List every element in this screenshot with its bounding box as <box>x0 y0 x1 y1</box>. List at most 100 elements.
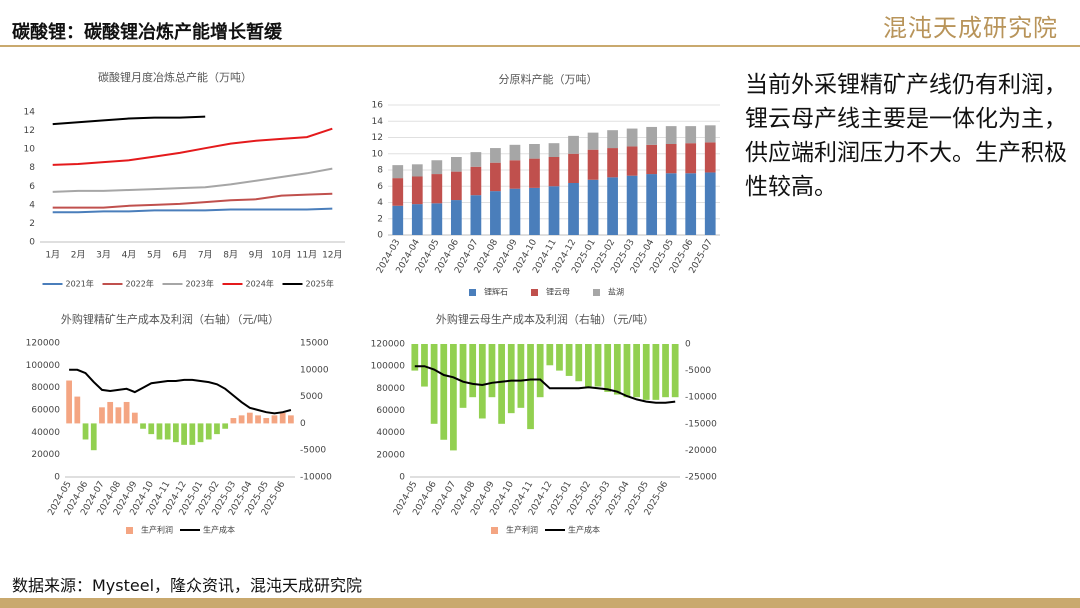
bar <box>604 344 612 392</box>
legend-swatch <box>491 527 498 534</box>
y-tick-label: 80000 <box>376 384 405 394</box>
bar <box>131 412 138 424</box>
bar <box>646 126 658 145</box>
line <box>69 368 292 415</box>
y-tick-label: 12 <box>372 133 383 143</box>
y-tick-label: 0 <box>399 473 405 483</box>
y-tick-label: 60000 <box>376 406 405 416</box>
y2-tick-label: 15000 <box>300 339 329 349</box>
bar <box>509 144 521 161</box>
bar <box>197 423 204 443</box>
x-tick-label: 12月 <box>322 250 342 261</box>
y-tick-label: 0 <box>54 473 60 483</box>
y-tick-label: 2 <box>377 214 383 224</box>
y-tick-label: 20000 <box>376 450 405 460</box>
bar <box>662 344 669 398</box>
y-tick-label: 4 <box>29 200 35 210</box>
legend-label: 生产利润 <box>506 525 538 535</box>
y2-tick-label: 10000 <box>300 365 329 375</box>
x-tick-label: 2月 <box>71 250 86 261</box>
slide-title: 碳酸锂：碳酸锂冶炼产能增长暂缓 <box>12 22 282 43</box>
bar <box>230 418 237 424</box>
y-tick-label: 120000 <box>26 339 61 349</box>
bar <box>392 165 404 179</box>
line <box>52 115 206 126</box>
y2-tick-label: -20000 <box>685 446 717 456</box>
bar <box>626 175 638 235</box>
bar <box>704 172 716 235</box>
bar <box>90 423 97 451</box>
bar <box>255 415 261 424</box>
bar <box>214 423 220 435</box>
bar <box>156 423 163 440</box>
chart-title: 碳酸锂月度冶炼总产能（万吨） <box>98 70 252 84</box>
bar <box>565 344 573 376</box>
bar <box>626 128 638 147</box>
legend-swatch <box>126 527 133 534</box>
y2-tick-label: -5000 <box>685 366 711 376</box>
bar <box>507 344 515 414</box>
bar <box>498 344 505 424</box>
x-tick-label: 4月 <box>122 250 137 261</box>
logo: 混沌天成研究院 <box>883 14 1058 42</box>
legend-label: 2024年 <box>246 279 274 289</box>
bar <box>470 195 482 235</box>
bar <box>411 204 423 235</box>
y2-tick-label: -25000 <box>685 473 717 483</box>
bar <box>585 344 592 387</box>
y-tick-label: 2 <box>29 219 35 229</box>
bar <box>665 173 677 235</box>
bar <box>587 179 599 235</box>
bar <box>575 344 583 382</box>
bar <box>490 162 501 192</box>
bar <box>431 174 443 204</box>
bar <box>263 418 270 424</box>
bar <box>450 344 457 451</box>
bar <box>99 407 105 424</box>
bar <box>181 423 187 445</box>
y-tick-label: 40000 <box>376 428 405 438</box>
x-tick-label: 3月 <box>96 250 111 261</box>
bar <box>665 144 677 174</box>
y2-tick-label: 0 <box>685 340 691 350</box>
x-tick-label: 9月 <box>249 250 264 261</box>
bar <box>568 135 579 154</box>
chart-title: 外购锂精矿生产成本及利润（右轴）（元/吨） <box>61 312 279 326</box>
y2-tick-label: -10000 <box>685 393 717 403</box>
bar <box>288 415 294 424</box>
bar <box>548 186 560 235</box>
y-tick-label: 100000 <box>26 361 61 371</box>
bar <box>440 344 448 440</box>
bar <box>271 415 278 424</box>
x-tick-label: 6月 <box>172 250 187 261</box>
bar <box>685 143 697 174</box>
legend-label: 盐湖 <box>608 287 624 297</box>
line <box>52 167 333 193</box>
bar <box>450 200 462 235</box>
bar <box>411 164 423 177</box>
bar <box>568 153 579 183</box>
bar <box>556 344 563 371</box>
bar <box>587 149 599 180</box>
y-tick-label: 0 <box>377 231 383 241</box>
legend-label: 生产成本 <box>203 525 235 535</box>
bar <box>536 344 544 398</box>
bar <box>646 144 658 175</box>
bar <box>205 423 212 440</box>
bar <box>450 171 462 201</box>
bar <box>490 191 501 235</box>
bar <box>671 344 679 398</box>
bar <box>623 344 631 398</box>
bar <box>548 143 560 157</box>
bar <box>568 183 579 235</box>
legend-label: 生产成本 <box>568 525 600 535</box>
bar <box>685 126 697 144</box>
bar <box>470 152 482 167</box>
y-tick-label: 14 <box>372 117 384 127</box>
y-tick-label: 0 <box>29 238 35 248</box>
legend-label: 2025年 <box>306 279 334 289</box>
bar <box>548 157 560 187</box>
line <box>52 127 333 166</box>
bar <box>478 344 486 419</box>
y-tick-label: 100000 <box>371 362 406 372</box>
